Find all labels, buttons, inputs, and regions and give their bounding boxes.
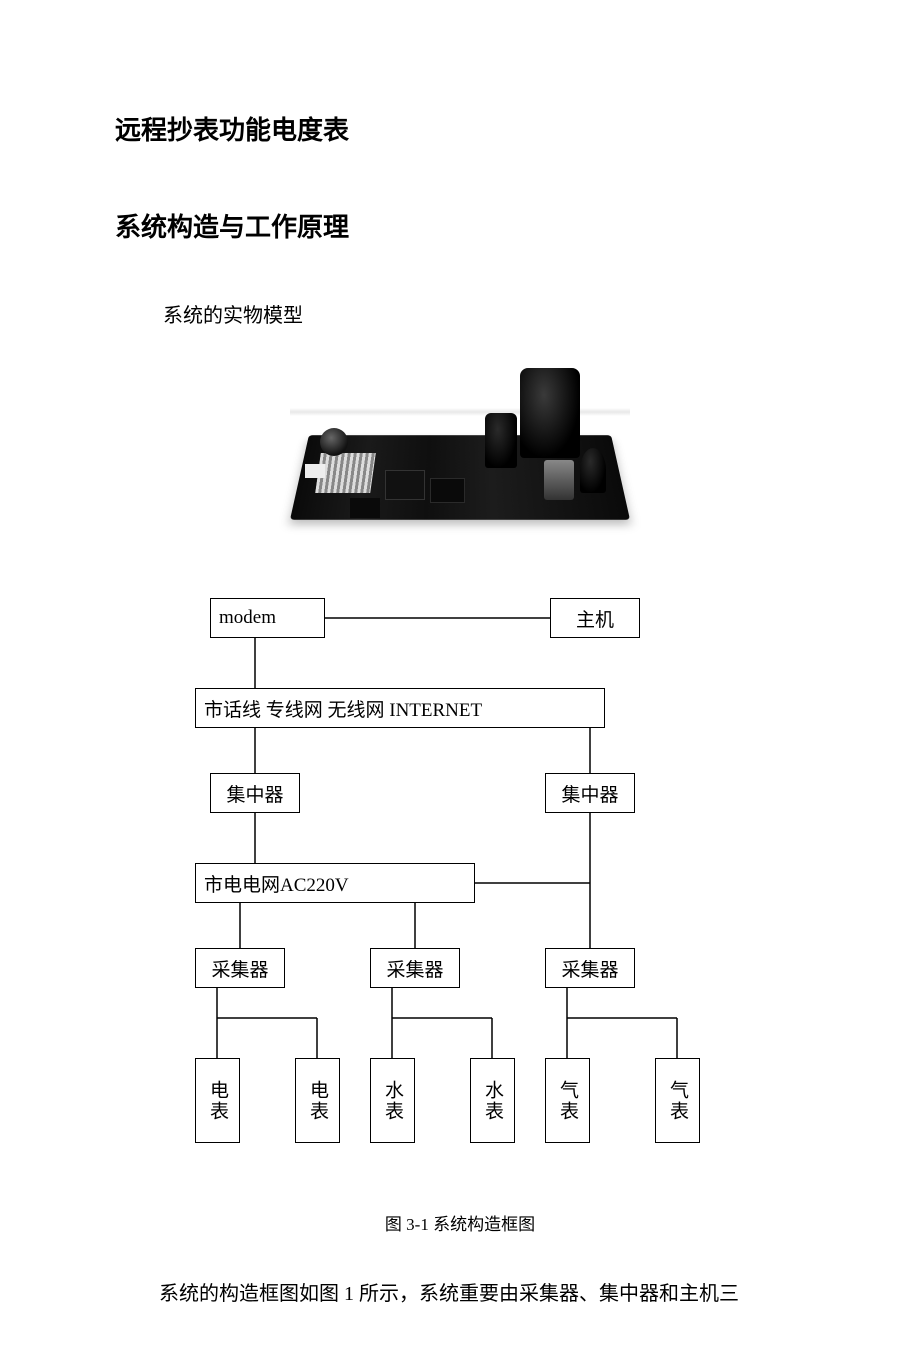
node-network: 市话线 专线网 无线网 INTERNET: [195, 688, 605, 728]
body-paragraph: 系统的构造框图如图 1 所示，系统重要由采集器、集中器和主机三: [119, 1275, 805, 1313]
node-meter-water-2: 水表: [470, 1058, 515, 1143]
node-meter-electric-2: 电表: [295, 1058, 340, 1143]
node-grid: 市电电网AC220V: [195, 863, 475, 903]
system-block-diagram: modem 主机 市话线 专线网 无线网 INTERNET 集中器 集中器 市电…: [195, 598, 725, 1188]
node-meter-gas-2: 气表: [655, 1058, 700, 1143]
node-meter-water-1: 水表: [370, 1058, 415, 1143]
hardware-photo: [290, 348, 630, 548]
node-modem: modem: [210, 598, 325, 638]
node-meter-electric-1: 电表: [195, 1058, 240, 1143]
node-meter-gas-1: 气表: [545, 1058, 590, 1143]
title-line-2: 系统构造与工作原理: [115, 207, 805, 244]
node-collector-1: 采集器: [195, 948, 285, 988]
figure-caption: 图 3-1 系统构造框图: [115, 1210, 805, 1235]
node-concentrator-2: 集中器: [545, 773, 635, 813]
photo-container: [115, 348, 805, 548]
node-collector-3: 采集器: [545, 948, 635, 988]
node-collector-2: 采集器: [370, 948, 460, 988]
title-line-1: 远程抄表功能电度表: [115, 110, 805, 147]
node-concentrator-1: 集中器: [210, 773, 300, 813]
subheading: 系统的实物模型: [163, 299, 805, 328]
node-host: 主机: [550, 598, 640, 638]
